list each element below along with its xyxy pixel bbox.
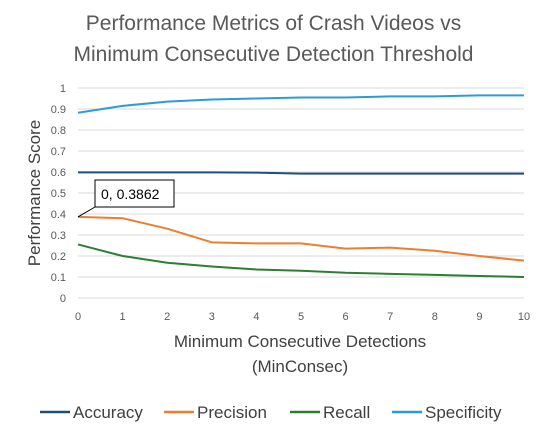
x-tick-label: 3 — [209, 311, 215, 323]
y-tick-label: 0.1 — [51, 272, 66, 284]
legend-label-accuracy: Accuracy — [73, 403, 143, 422]
x-tick-label: 6 — [343, 311, 349, 323]
x-tick-label: 2 — [164, 311, 170, 323]
annotation-leader — [77, 206, 96, 218]
x-tick-label: 4 — [253, 311, 259, 323]
chart-title-line-1: Performance Metrics of Crash Videos vs — [85, 12, 462, 35]
x-axis-title-line-2: (MinConsec) — [251, 357, 349, 376]
y-tick-label: 0.6 — [51, 167, 66, 179]
y-tick-label: 0.3 — [51, 230, 66, 242]
annotation-label: 0, 0.3862 — [101, 186, 160, 202]
y-tick-label: 0.9 — [51, 104, 66, 116]
x-tick-label: 7 — [387, 311, 393, 323]
legend-label-precision: Precision — [197, 403, 267, 422]
x-tick-label: 9 — [476, 311, 482, 323]
y-tick-label: 0.7 — [51, 146, 66, 158]
y-tick-label: 0.5 — [51, 188, 66, 200]
y-tick-label: 0.8 — [51, 125, 66, 137]
x-tick-label: 10 — [518, 311, 530, 323]
y-tick-label: 0.4 — [51, 209, 66, 221]
y-tick-label: 0 — [60, 293, 66, 305]
y-tick-label: 1 — [60, 83, 66, 95]
series-line-precision — [77, 215, 525, 262]
legend-label-specificity: Specificity — [425, 403, 502, 422]
x-axis-title-line-1: Minimum Consecutive Detections — [173, 332, 427, 351]
y-tick-label: 0.2 — [51, 251, 66, 263]
annotation-box — [94, 179, 175, 208]
series-line-accuracy — [78, 171, 524, 175]
chart-title-line-2: Minimum Consecutive Detection Threshold — [73, 43, 474, 66]
y-axis-title: Performance Score — [25, 120, 44, 266]
series-line-specificity — [77, 94, 524, 114]
x-tick-label: 1 — [120, 311, 126, 323]
x-tick-label: 8 — [432, 311, 438, 323]
x-tick-label: 5 — [298, 311, 304, 323]
legend-label-recall: Recall — [323, 403, 370, 422]
series-line-recall — [77, 243, 525, 278]
x-tick-label: 0 — [75, 311, 81, 323]
